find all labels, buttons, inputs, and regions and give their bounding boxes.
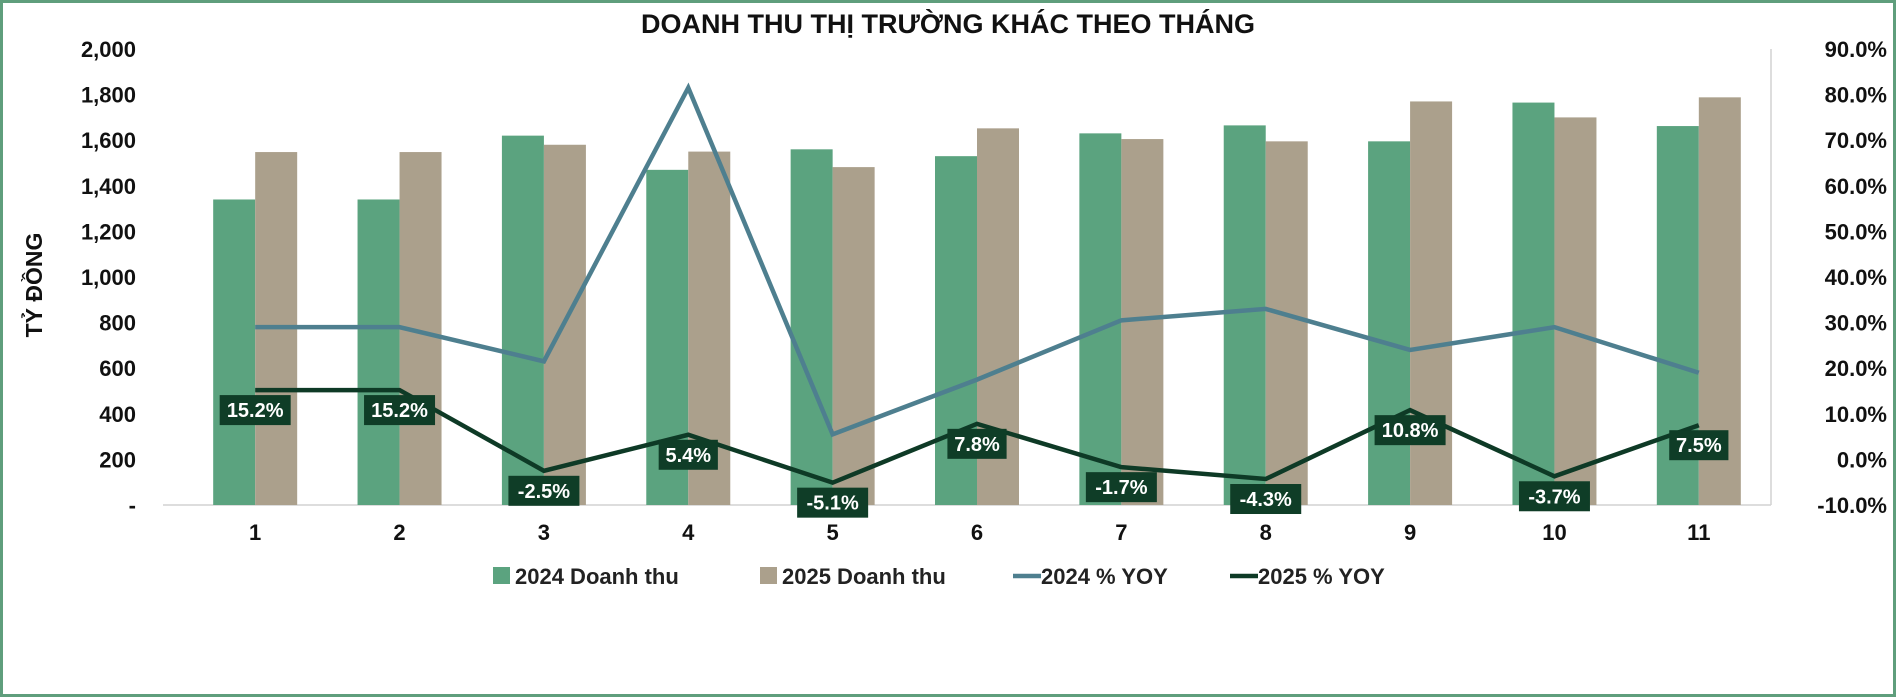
data-label-box xyxy=(1518,481,1590,512)
data-label: 10.8% xyxy=(1382,420,1439,442)
chart-svg: DOANH THU THỊ TRƯỜNG KHÁC THEO THÁNG TỶ … xyxy=(19,8,1887,589)
y-tick-label: - xyxy=(129,493,136,518)
y2-tick-label: 80.0% xyxy=(1825,83,1887,108)
y-tick-label: 1,800 xyxy=(81,83,136,108)
x-tick-label: 11 xyxy=(1687,520,1710,545)
data-label-box xyxy=(219,395,291,426)
data-label: -1.7% xyxy=(1095,477,1147,499)
y-tick-label: 1,000 xyxy=(81,265,136,290)
data-label: -4.3% xyxy=(1240,489,1292,511)
data-label-box xyxy=(364,395,436,426)
data-label: -3.7% xyxy=(1528,486,1580,508)
y-tick-label: 200 xyxy=(99,447,136,472)
y2-tick-label: 40.0% xyxy=(1825,265,1887,290)
line-2025-yoy xyxy=(255,387,1700,486)
x-tick-label: 9 xyxy=(1404,520,1416,545)
legend: 2024 Doanh thu 2025 Doanh thu 2024 % YOY 20… xyxy=(493,564,1385,589)
x-tick-label: 6 xyxy=(971,520,983,545)
data-label: 7.8% xyxy=(954,434,1000,456)
axes-layer: - 200 400 600 800 1,000 1,200 1,400 1,600 1,800 2,… xyxy=(81,37,1887,545)
y-axis-label: TỶ ĐỒNG xyxy=(19,233,47,338)
data-label-box xyxy=(1085,472,1157,503)
x-tick-label: 3 xyxy=(538,520,550,545)
data-label-box xyxy=(1669,430,1729,461)
data-label-box xyxy=(947,428,1007,459)
x-tick-label: 8 xyxy=(1260,520,1272,545)
y2-tick-label: -10.0% xyxy=(1817,493,1887,518)
data-labels-layer: 15.2% 15.2% -2.5% 5.4% -5.1% 7.8% -1.7% -4.3% 10… xyxy=(219,395,1729,518)
y-tick-label: 1,400 xyxy=(81,174,136,199)
legend-swatch xyxy=(493,567,510,584)
data-label: 7.5% xyxy=(1676,435,1722,457)
y2-tick-label: 70.0% xyxy=(1825,128,1887,153)
y-tick-label: 2,000 xyxy=(81,37,136,62)
data-label-box xyxy=(1230,484,1302,515)
bar-2024-doanh-thu xyxy=(357,199,400,506)
x-tick-label: 1 xyxy=(249,520,261,545)
legend-label: 2024 Doanh thu xyxy=(515,564,679,589)
bar-2024-doanh-thu xyxy=(501,135,544,505)
bar-2025-doanh-thu xyxy=(1121,139,1164,505)
x-tick-label: 2 xyxy=(393,520,405,545)
data-label: 15.2% xyxy=(227,400,284,422)
data-label: 5.4% xyxy=(665,445,711,467)
lines-layer xyxy=(255,82,1700,486)
x-tick-label: 7 xyxy=(1115,520,1127,545)
y-tick-label: 800 xyxy=(99,311,136,336)
data-label-box xyxy=(797,487,869,518)
x-tick-label: 10 xyxy=(1542,520,1566,545)
x-tick-label: 4 xyxy=(682,520,695,545)
data-label: -5.1% xyxy=(807,493,859,515)
bar-2024-doanh-thu xyxy=(1512,102,1555,505)
y2-tick-label: 10.0% xyxy=(1825,402,1887,427)
y2-tick-label: 20.0% xyxy=(1825,356,1887,381)
bar-2024-doanh-thu xyxy=(1223,125,1266,505)
data-label-box xyxy=(1374,415,1446,446)
legend-label: 2024 % YOY xyxy=(1041,564,1168,589)
bar-2025-doanh-thu xyxy=(1265,141,1308,505)
bar-2024-doanh-thu xyxy=(1079,133,1122,506)
y-tick-label: 400 xyxy=(99,402,136,427)
chart-title: DOANH THU THỊ TRƯỜNG KHÁC THEO THÁNG xyxy=(641,8,1255,39)
data-label: 15.2% xyxy=(371,400,428,422)
y2-tick-label: 30.0% xyxy=(1825,311,1887,336)
y2-tick-label: 50.0% xyxy=(1825,219,1887,244)
data-label-box xyxy=(658,439,718,470)
y-tick-label: 1,600 xyxy=(81,128,136,153)
bar-2024-doanh-thu xyxy=(213,199,256,506)
legend-label: 2025 Doanh thu xyxy=(782,564,946,589)
y2-tick-label: 0.0% xyxy=(1837,447,1887,472)
y2-tick-label: 60.0% xyxy=(1825,174,1887,199)
bar-2024-doanh-thu xyxy=(1368,141,1411,505)
bar-2025-doanh-thu xyxy=(1554,117,1597,506)
y-tick-label: 1,200 xyxy=(81,219,136,244)
data-label-box xyxy=(508,475,580,506)
bar-2025-doanh-thu xyxy=(832,167,875,505)
y2-tick-label: 90.0% xyxy=(1825,37,1887,62)
bar-2024-doanh-thu xyxy=(790,149,833,505)
x-tick-label: 5 xyxy=(827,520,839,545)
legend-swatch xyxy=(760,567,777,584)
line-2024-yoy xyxy=(255,82,1700,438)
y-tick-label: 600 xyxy=(99,356,136,381)
data-label: -2.5% xyxy=(518,481,570,503)
legend-label: 2025 % YOY xyxy=(1258,564,1385,589)
